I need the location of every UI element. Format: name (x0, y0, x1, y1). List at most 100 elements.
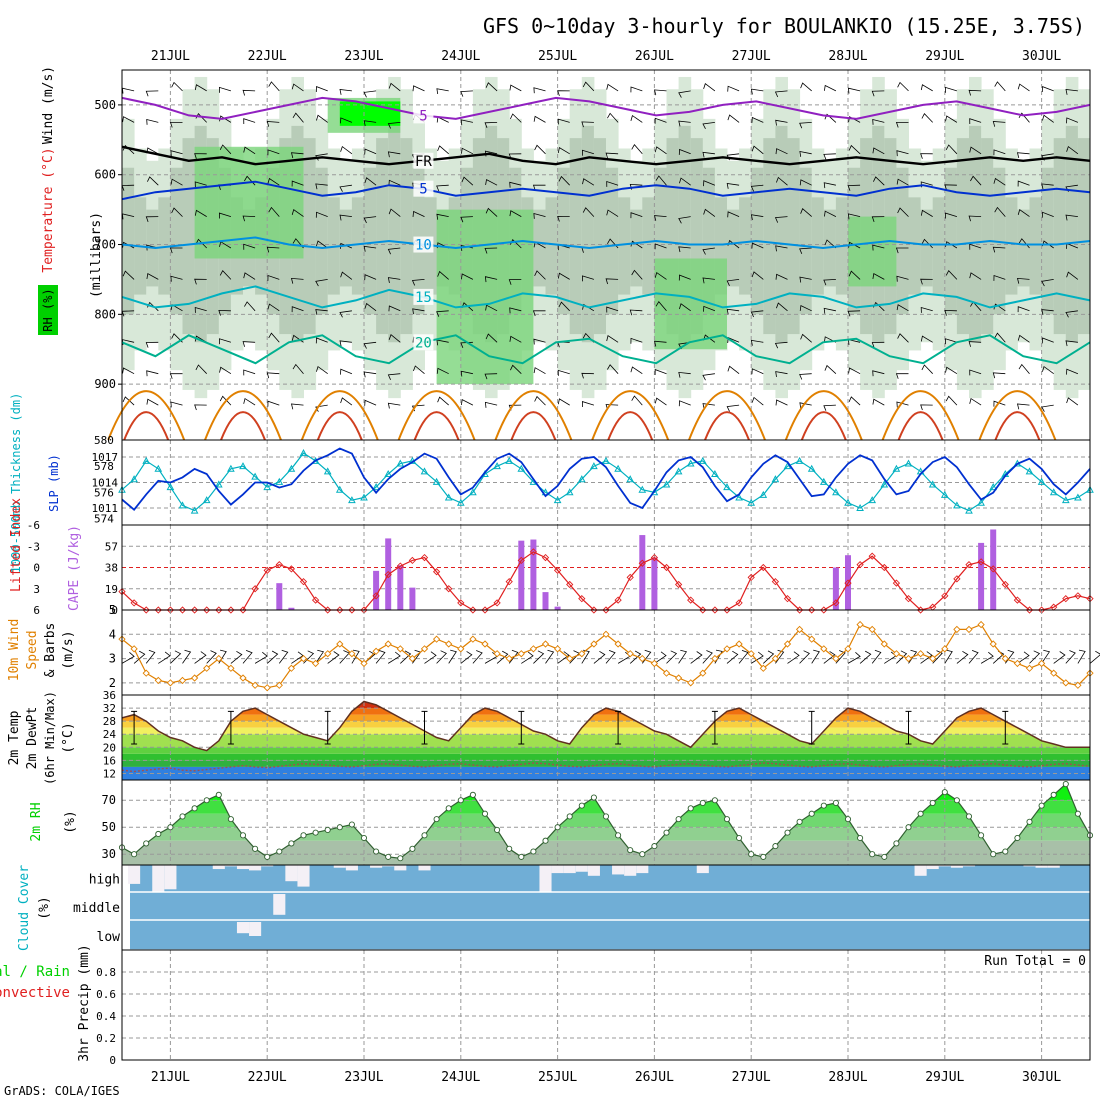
wind-barb (775, 399, 788, 406)
wind-barb (605, 278, 619, 285)
cloud-bar-high (624, 865, 637, 876)
rh-point (336, 824, 343, 831)
panel-frame (121, 949, 1091, 1061)
wind-barb (557, 398, 570, 406)
wind-barb (509, 307, 522, 314)
thickness-point (299, 449, 308, 457)
wind-barb (932, 650, 943, 664)
lifted-index-point (1025, 606, 1034, 614)
rh-point (518, 853, 525, 860)
wind-barb (1041, 211, 1054, 218)
wind-barb (170, 150, 183, 157)
rh-point (131, 851, 138, 858)
wind-speed-point (868, 625, 876, 634)
wind-barb (1042, 365, 1054, 375)
slp-tick-label: 1011 (92, 502, 119, 515)
wind-barb (970, 175, 982, 186)
wind-axis-label: Speed (25, 630, 40, 669)
wind-barb (411, 279, 425, 286)
wind-barb (630, 86, 643, 93)
rh-point (869, 851, 876, 858)
wind-barb (195, 238, 207, 249)
rh-point (929, 799, 936, 806)
wind-barb (315, 309, 328, 315)
rh-point (276, 848, 283, 855)
wind-barb (461, 273, 474, 280)
lifted-index-point (178, 606, 187, 614)
rh-shade (1077, 138, 1091, 335)
minmax-whisker (131, 710, 138, 745)
wind-barb (242, 89, 256, 96)
rh-shade (618, 197, 631, 295)
cloud-bar-middle (273, 894, 286, 915)
rh-point (675, 816, 682, 823)
lifted-index-point (904, 595, 913, 603)
rh-shade (969, 125, 982, 343)
wind-barb (727, 211, 740, 218)
wind-barb (194, 209, 207, 217)
rh-shade (545, 197, 559, 295)
wind-barb (340, 368, 353, 375)
precip-tick-label: 0.6 (96, 988, 116, 1001)
wind-barb (266, 246, 280, 253)
wind-barb (1066, 117, 1079, 124)
wind-barb (340, 397, 353, 406)
wind-barb (267, 303, 280, 312)
wind-barb (824, 239, 837, 249)
cape-tick-label: 38 (105, 562, 118, 575)
lifted-index-point (469, 606, 477, 614)
wind-barb (485, 304, 498, 312)
rh-point (1026, 818, 1033, 825)
wind-barb (678, 246, 691, 253)
precip-total-legend: Total / Rain (0, 964, 70, 980)
isotherm-label-bg (413, 152, 434, 169)
wind-barb (122, 144, 135, 155)
wind-barb (267, 274, 280, 281)
lifted-index-point (711, 606, 719, 614)
wind-barb (920, 404, 933, 411)
wind-barb (496, 650, 509, 664)
wind-barb (678, 371, 691, 378)
wind-speed-point (783, 640, 792, 648)
wind-barb (655, 175, 667, 186)
wind-speed-point (602, 630, 610, 638)
wind-barb (485, 333, 498, 343)
thickness-point (227, 464, 235, 472)
wind-barb (847, 310, 861, 317)
rh-shade (1065, 125, 1079, 343)
wind-barb (461, 398, 474, 406)
rh-shade (981, 138, 994, 335)
wind-barb (557, 118, 570, 125)
thickness-point (614, 464, 622, 472)
wind-barb (315, 404, 328, 412)
wind-barb (412, 308, 425, 315)
lifted-index-point (856, 561, 864, 569)
wind-barb (859, 650, 872, 664)
wind-barb (654, 243, 667, 250)
thickness-point (1037, 477, 1046, 485)
wind-barb (848, 396, 861, 406)
wind-speed-point (178, 676, 187, 685)
rh-shade (533, 209, 546, 287)
lifted-index-point (844, 579, 852, 587)
minmax-whisker (615, 710, 622, 745)
wind-barb (896, 304, 909, 312)
warm-contour (881, 390, 960, 441)
y-tick-label: 800 (94, 307, 116, 321)
wind-barb (945, 144, 958, 155)
wind-barb (290, 152, 304, 159)
wind-barb (848, 144, 861, 155)
wind-barb (702, 403, 715, 409)
wind-barb (219, 144, 232, 155)
wind-barb (581, 401, 595, 408)
rh-axis-label: 2m RH (29, 802, 44, 841)
bottom-date-label: 29JUL (925, 1070, 964, 1085)
wind-barb (218, 212, 232, 219)
wind-barb (1041, 309, 1054, 315)
thickness-point (287, 464, 296, 472)
rh-shade (400, 138, 413, 335)
thickness-point (759, 490, 768, 498)
wind-barb (871, 649, 882, 664)
warm-contour (607, 411, 654, 441)
